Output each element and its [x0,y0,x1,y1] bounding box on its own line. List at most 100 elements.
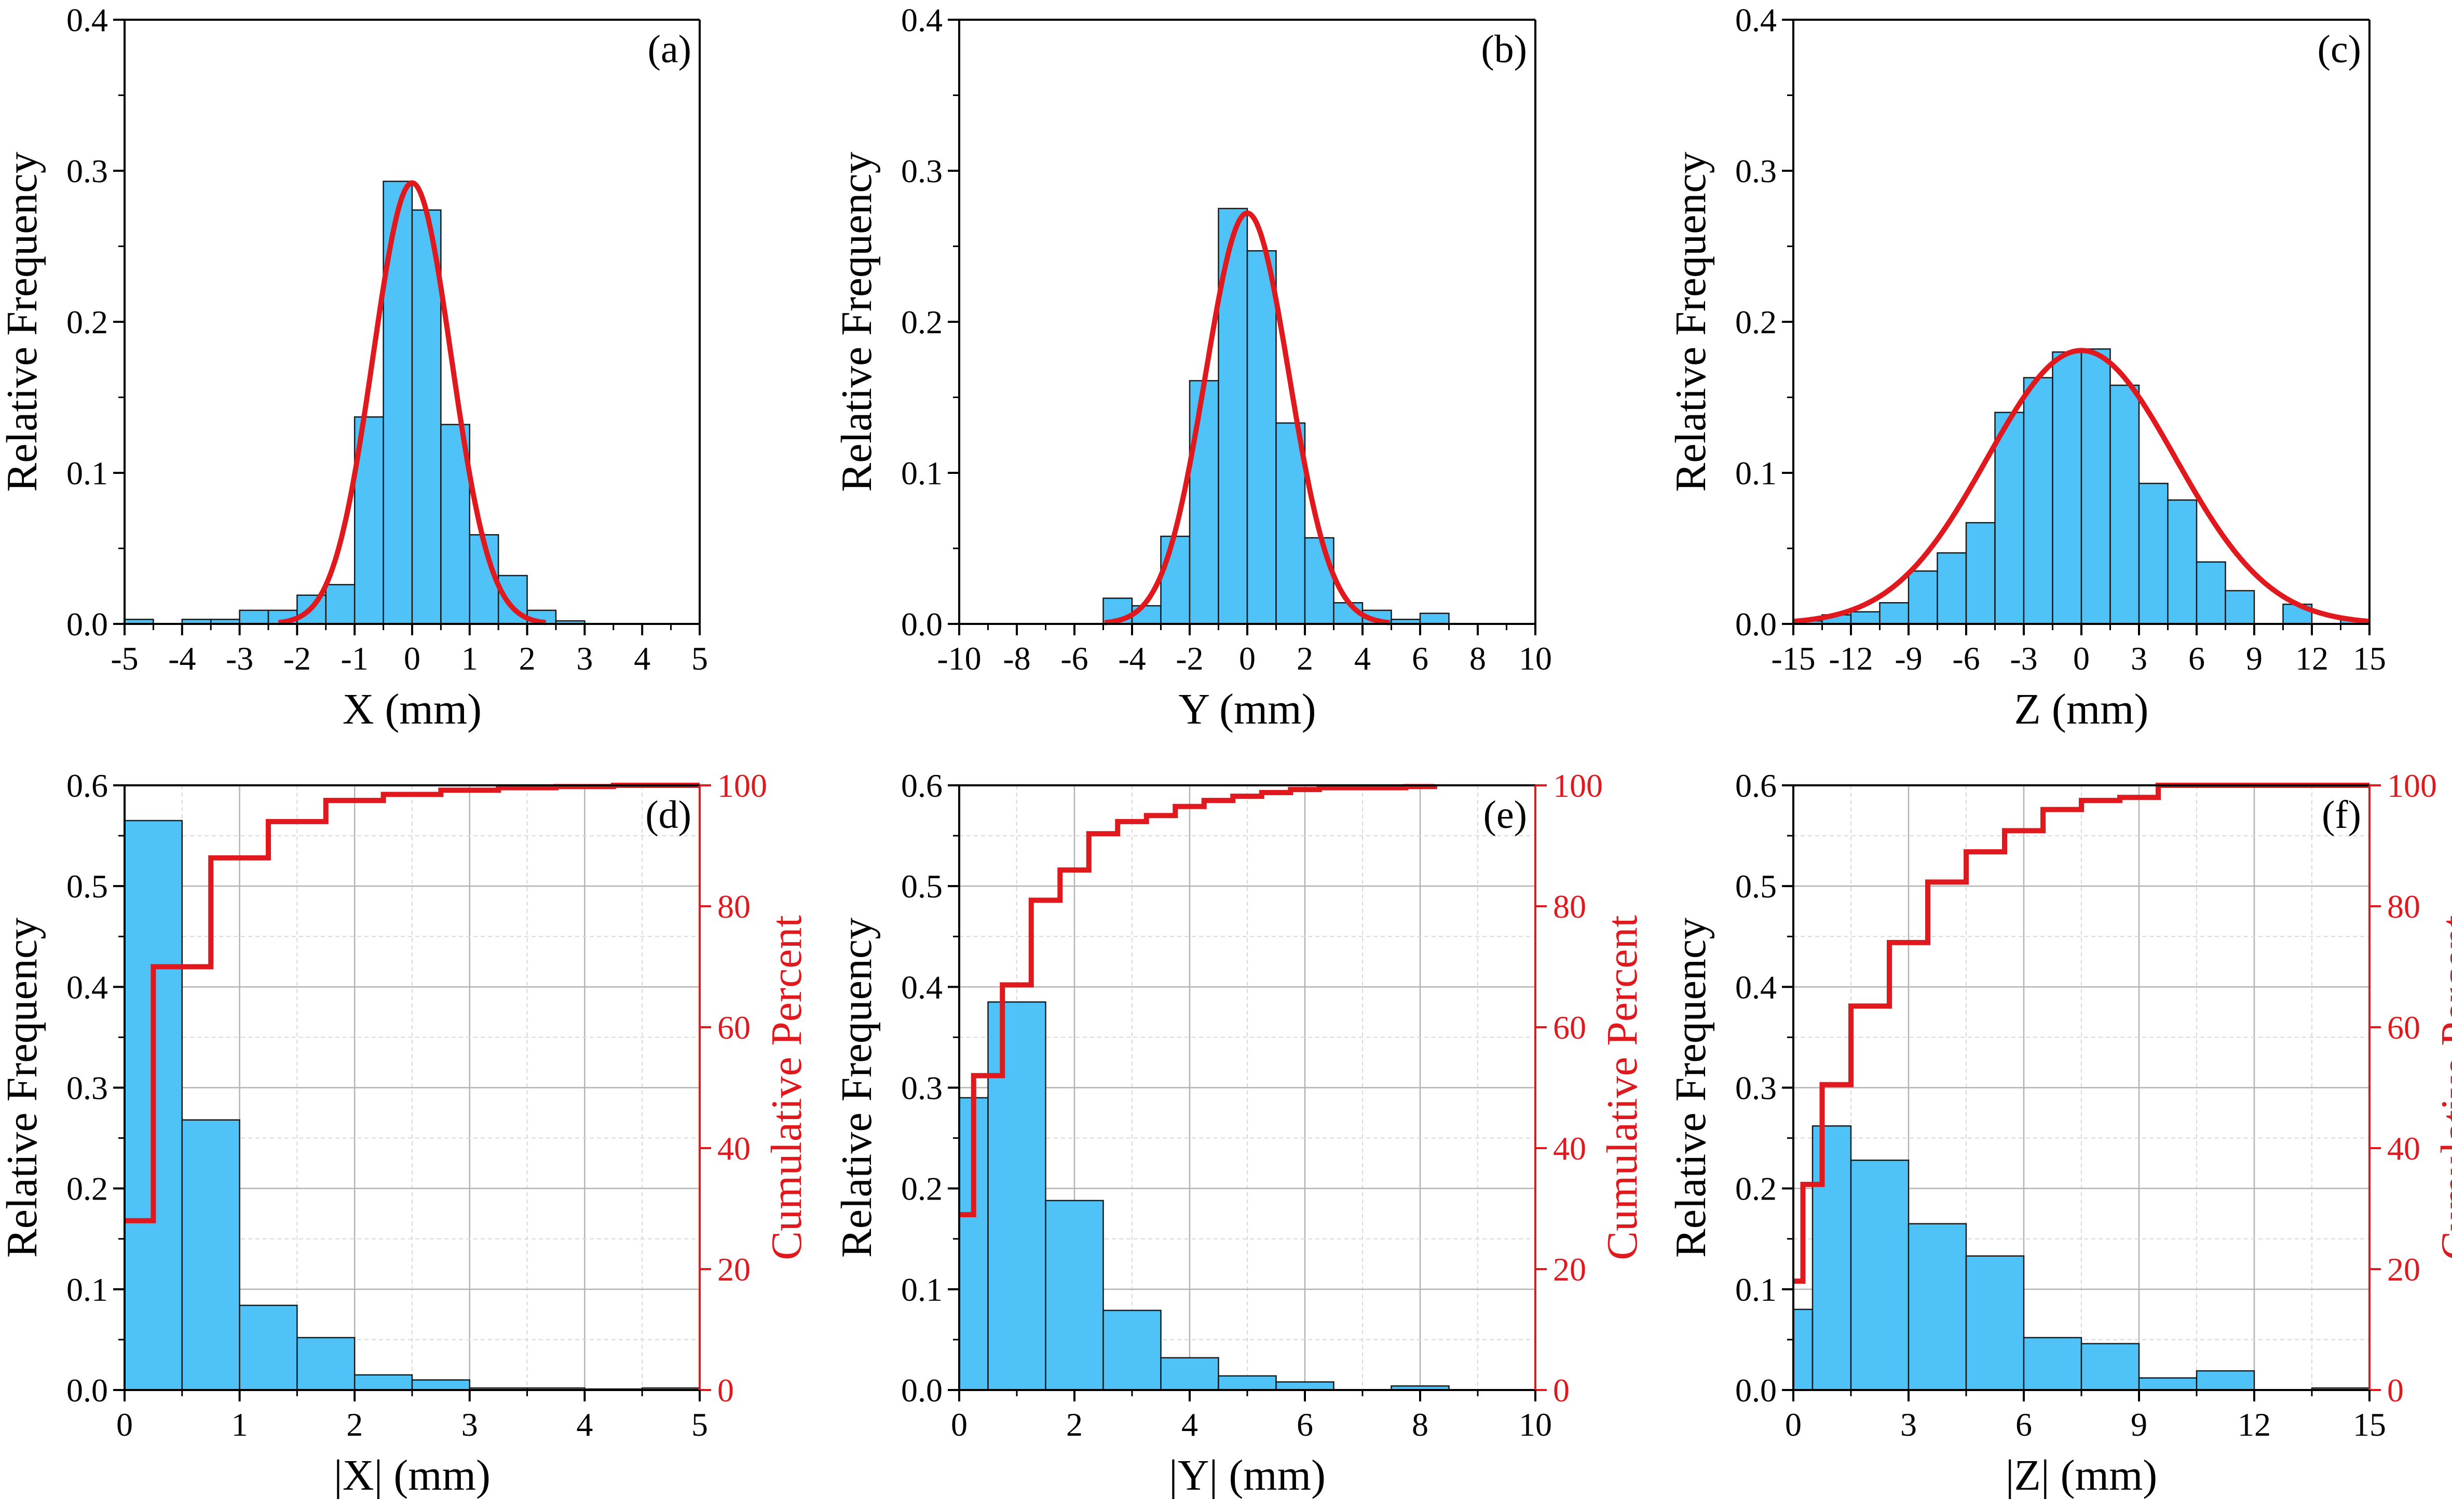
histogram-bar [1908,570,1938,625]
x-tick-label: 8 [1412,1406,1428,1443]
x-tick-label: 10 [1519,1406,1552,1443]
panel-e: 0 20 40 60 80 100 Cumulative Percent 0 2 4 6 8 10 0.0… [833,767,1646,1500]
histogram-bar [1937,552,1967,625]
y2-tick-label: 100 [717,767,767,804]
y-tick-label: 0.1 [1735,455,1777,492]
x-tick-label: 4 [1354,640,1371,677]
x-tick-label: 1 [231,1406,248,1443]
x-tick-label: 6 [1297,1406,1313,1443]
histogram-bar [1965,1255,2025,1391]
y-tick-label: 0.6 [66,767,108,804]
y2-tick-label: 40 [717,1130,751,1167]
x-tick-label: 3 [576,640,593,677]
x-tick-label: 2 [346,1406,363,1443]
panel-d: 0 20 40 60 80 100 Cumulative Percent 0 1 2 3 4 5 0.0 0… [0,767,811,1500]
y2-tick-label: 20 [717,1251,751,1288]
y-tick-label: 0.2 [1735,304,1777,340]
histogram-bar [1908,1223,1967,1391]
x-axis-label: |Y| (mm) [1169,1451,1326,1500]
panel-label: (b) [1481,28,1527,71]
y-tick-label: 0.3 [1735,153,1777,189]
histogram-bar [2023,1337,2082,1391]
normal-fit-curve [1104,210,1391,625]
y-tick-label: 0.3 [1735,1070,1777,1107]
x-tick-label: -4 [1118,640,1146,677]
x-tick-label: -2 [1176,640,1203,677]
y-tick-label: 0.3 [901,1070,943,1107]
histogram-bar [181,1119,240,1391]
histogram-bar [2225,590,2255,625]
histogram-bar [2196,1370,2255,1391]
x-tick-label: -2 [283,640,311,677]
y2-axis-label: Cumulative Percent [762,915,811,1260]
y-tick-label: 0.5 [901,868,943,905]
x-tick-label: 15 [2353,1406,2386,1443]
x-tick-label: 3 [461,1406,478,1443]
y2-tick-label: 0 [2387,1372,2404,1409]
x-tick-label: 1 [461,640,478,677]
histogram-bar [1275,422,1306,625]
x-tick-label: -10 [937,640,981,677]
y-tick-label: 0.0 [1735,606,1777,643]
y2-tick-label: 80 [717,888,751,925]
x-tick-label: -15 [1771,640,1815,677]
y2-tick-label: 20 [1553,1251,1586,1288]
x-tick-label: 0 [1785,1406,1802,1443]
x-tick-label: 3 [2131,640,2147,677]
y-tick-label: 0.5 [66,868,108,905]
x-tick-label: 0 [951,1406,968,1443]
histogram-bar [1246,250,1277,625]
y2-tick-label: 60 [717,1009,751,1046]
histogram-bar [1218,1375,1277,1391]
x-tick-label: 0 [2073,640,2090,677]
y-tick-label: 0.0 [901,1372,943,1409]
x-tick-label: 4 [634,640,650,677]
histogram-bar [325,584,356,625]
histogram-bar [239,1304,298,1391]
y2-tick-label: 60 [2387,1009,2420,1046]
y-tick-label: 0.2 [901,1170,943,1207]
normal-fit-curve [1792,348,2371,624]
histogram-bar [2167,499,2198,625]
cumulative-percent-line [959,784,1437,1218]
panel-f: 0 20 40 60 80 100 Cumulative Percent 0 3 6 9 12 15 0.… [1667,767,2452,1500]
histogram-bar [296,1337,356,1391]
y-tick-label: 0.4 [901,2,943,38]
panel-label: (a) [648,28,691,71]
y-tick-label: 0.1 [1735,1271,1777,1308]
x-tick-label: 12 [2238,1406,2271,1443]
y2-tick-label: 60 [1553,1009,1586,1046]
x-tick-label: -8 [1003,640,1030,677]
x-tick-label: 3 [1900,1406,1917,1443]
histogram-bar [2080,1343,2140,1391]
x-tick-label: -6 [1952,640,1980,677]
y-tick-label: 0.4 [1735,969,1777,1005]
histogram-bar [1811,1125,1852,1391]
histogram-bar [1850,1160,1910,1391]
x-axis-label: |Z| (mm) [2006,1451,2158,1500]
cumulative-percent-line [1793,783,2369,1284]
y-tick-label: 0.3 [66,1070,108,1107]
histogram-bar [2109,384,2140,625]
histogram-bar [2138,1377,2198,1391]
histogram-bar [987,1001,1046,1391]
cumulative-percent-line [125,783,700,1223]
histogram-bar [411,1379,471,1391]
x-axis-label: Y (mm) [1178,685,1316,733]
x-tick-label: 5 [691,640,708,677]
panel-c: -15 -12 -9 -6 -3 0 3 6 9 12 15 0.0 0.1 0.2 0.3 0.4 Z (mm… [1667,2,2386,733]
y2-tick-label: 0 [717,1372,734,1409]
histogram-bar [1792,1309,1814,1391]
y2-tick-label: 100 [1553,767,1603,804]
histogram-bar [1275,1381,1334,1391]
x-tick-label: -9 [1895,640,1922,677]
x-tick-label: 15 [2353,640,2386,677]
x-tick-label: 2 [519,640,536,677]
y2-tick-label: 0 [1553,1372,1570,1409]
x-tick-label: -6 [1060,640,1088,677]
y2-tick-label: 40 [2387,1130,2420,1167]
y2-axis-label: Cumulative Percent [2432,915,2452,1260]
histogram-bar [2196,561,2226,625]
histogram-bar [2138,483,2169,625]
